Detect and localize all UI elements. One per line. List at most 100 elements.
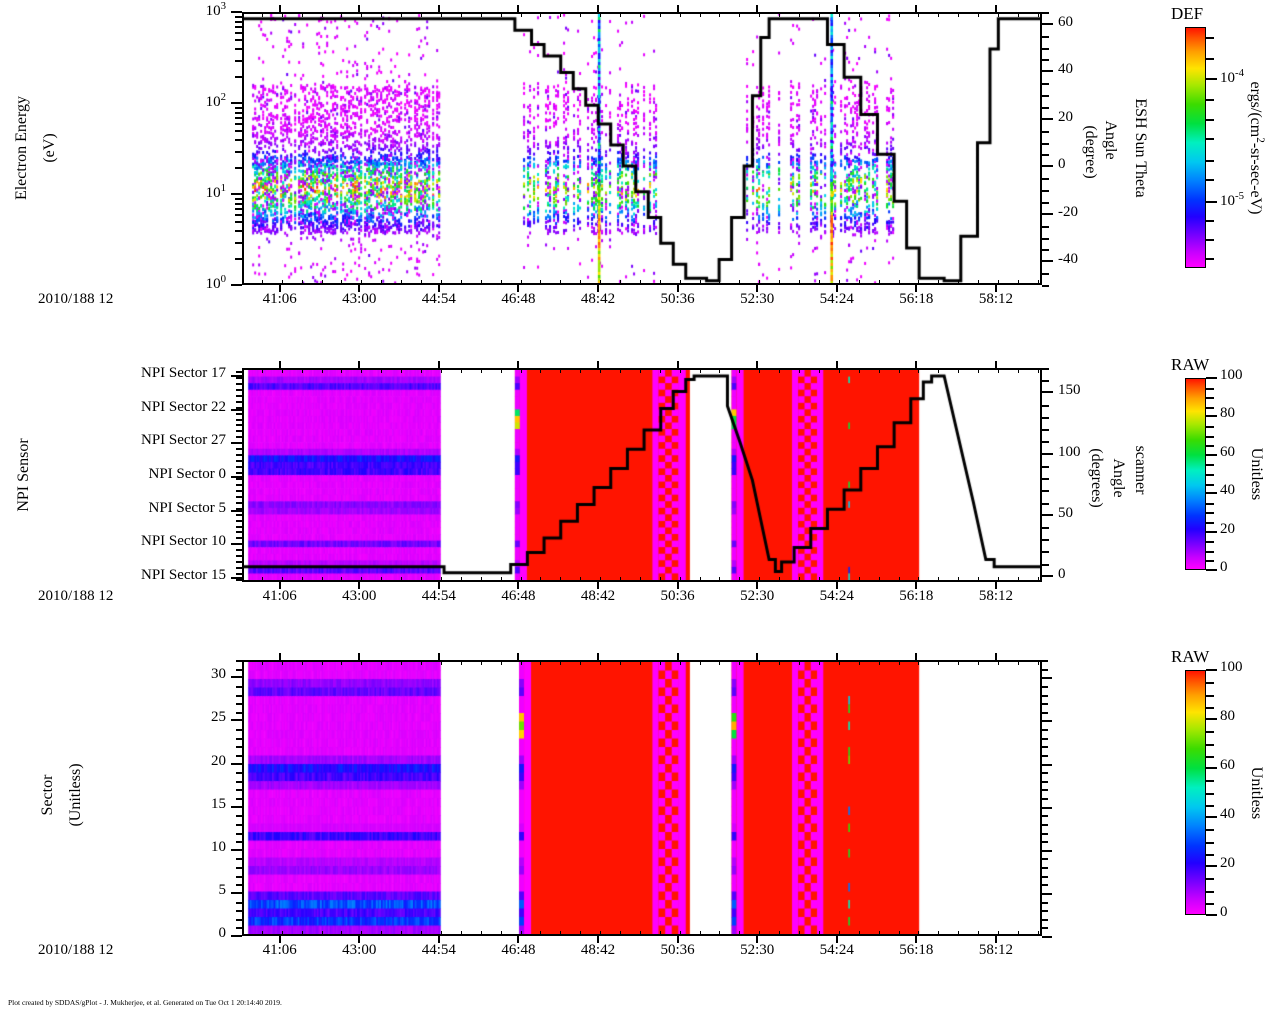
panel3-y-tick-label: 10 (211, 838, 226, 855)
xaxis-major-tick (597, 285, 599, 292)
panel2-right-minor-tick (1042, 490, 1049, 492)
xaxis-tick-label: 58:12 (978, 291, 1014, 307)
xaxis-major-tick (358, 285, 360, 292)
xaxis-top-tick (279, 653, 281, 660)
xaxis-minor-tick (938, 577, 940, 582)
xaxis-origin-label: 2010/188 12 (38, 588, 114, 604)
colorbar1-minor-tick (1206, 58, 1214, 60)
panel1-right-tick-label: 20 (1058, 108, 1073, 125)
panel2-y-major-tick (231, 476, 242, 479)
xaxis-minor-tick (282, 280, 284, 285)
panel1-right-minor-tick (1042, 190, 1049, 192)
xaxis-minor-tick (282, 577, 284, 582)
xaxis-minor-tick (819, 368, 821, 373)
panel1-y-minor-tick (235, 26, 242, 28)
panel1-y-minor-tick (235, 123, 242, 125)
xaxis-minor-tick (461, 12, 463, 17)
xaxis-minor-tick (421, 660, 423, 665)
xaxis-minor-tick (739, 660, 741, 665)
xaxis-minor-tick (341, 660, 343, 665)
xaxis-tick-label: 58:12 (978, 588, 1014, 604)
panel-npi-sensor-plot (242, 368, 1042, 582)
colorbar3-minor-tick (1206, 842, 1214, 844)
xaxis-minor-tick (739, 577, 741, 582)
xaxis-minor-tick (461, 931, 463, 936)
panel3-y-minor-tick (236, 824, 242, 826)
panel1-y-minor-tick (235, 208, 242, 210)
panel3-y-major-tick (231, 806, 242, 809)
panel2-y-minor-tick (236, 490, 242, 492)
panel3-ylabel-line2: (Unitless) (67, 763, 84, 827)
xaxis-tick-label: 41:06 (262, 291, 297, 307)
panel1-y-major-tick (231, 284, 242, 287)
xaxis-minor-tick (600, 931, 602, 936)
panel2-right-minor-tick (1042, 539, 1049, 541)
xaxis-top-tick (995, 361, 997, 368)
colorbar2-tick-label: 20 (1220, 520, 1235, 537)
xaxis-minor-tick (1038, 660, 1040, 665)
xaxis-minor-tick (401, 368, 403, 373)
panel2-right-major-tick (1042, 453, 1053, 456)
xaxis-minor-tick (958, 577, 960, 582)
xaxis-minor-tick (461, 280, 463, 285)
xaxis-minor-tick (918, 577, 920, 582)
colorbar2-tick-label: 60 (1220, 443, 1235, 460)
xaxis-top-tick (915, 361, 917, 368)
xaxis-minor-tick (899, 280, 901, 285)
xaxis-minor-tick (560, 577, 562, 582)
xaxis-minor-tick (560, 368, 562, 373)
xaxis-minor-tick (501, 280, 503, 285)
panel2-y-minor-tick (236, 549, 242, 551)
xaxis-minor-tick (680, 12, 682, 17)
xaxis-minor-tick (640, 368, 642, 373)
panel2-y-major-tick (231, 409, 242, 412)
xaxis-minor-tick (700, 12, 702, 17)
panel1-right-major-tick (1042, 213, 1053, 216)
panel3-y-tick-label: 25 (211, 709, 226, 726)
colorbar3-minor-tick (1206, 829, 1214, 831)
panel1-y-minor-tick (235, 139, 242, 141)
panel3-y-tick-label: 30 (211, 666, 226, 683)
panel2-y-minor-tick (236, 520, 242, 522)
xaxis-minor-tick (859, 280, 861, 285)
colorbar1-minor-tick (1206, 220, 1214, 222)
colorbar1-minor-tick (1206, 258, 1214, 260)
colorbar3-minor-tick (1206, 805, 1214, 807)
xaxis-minor-tick (1018, 931, 1020, 936)
xaxis-minor-tick (521, 280, 523, 285)
xaxis-minor-tick (401, 12, 403, 17)
xaxis-minor-tick (819, 931, 821, 936)
panel3-right-tick (1042, 729, 1048, 731)
colorbar2-minor-tick (1206, 551, 1214, 553)
panel3-right-tick (1042, 686, 1048, 688)
panel3-y-minor-tick (236, 867, 242, 869)
panel2-y-minor-tick (236, 413, 242, 415)
panel1-right-minor-tick (1042, 154, 1049, 156)
panel1-y-tick-label: 102 (205, 91, 226, 110)
panel1-y-minor-tick (235, 221, 242, 223)
xaxis-minor-tick (540, 660, 542, 665)
colorbar2-minor-tick (1206, 426, 1214, 428)
xaxis-minor-tick (441, 577, 443, 582)
panel1-right-minor-tick (1042, 36, 1049, 38)
xaxis-minor-tick (521, 368, 523, 373)
xaxis-top-tick (597, 653, 599, 660)
xaxis-minor-tick (978, 368, 980, 373)
panel3-y-tick-label: 15 (211, 795, 226, 812)
xaxis-minor-tick (700, 577, 702, 582)
xaxis-minor-tick (302, 660, 304, 665)
colorbar3-minor-tick (1206, 744, 1214, 746)
xaxis-major-tick (517, 936, 519, 943)
panel3-y-minor-tick (236, 772, 242, 774)
panel1-right-title-3: (degree) (1082, 125, 1099, 179)
xaxis-minor-tick (381, 12, 383, 17)
xaxis-minor-tick (441, 660, 443, 665)
panel2-y-minor-tick (236, 508, 242, 510)
colorbar2-major-tick (1206, 377, 1217, 379)
xaxis-major-tick (756, 285, 758, 292)
panel3-right-tick (1042, 902, 1048, 904)
xaxis-top-tick (915, 5, 917, 12)
panel1-right-minor-tick (1042, 95, 1049, 97)
xaxis-tick-label: 54:24 (819, 942, 854, 958)
xaxis-minor-tick (938, 931, 940, 936)
